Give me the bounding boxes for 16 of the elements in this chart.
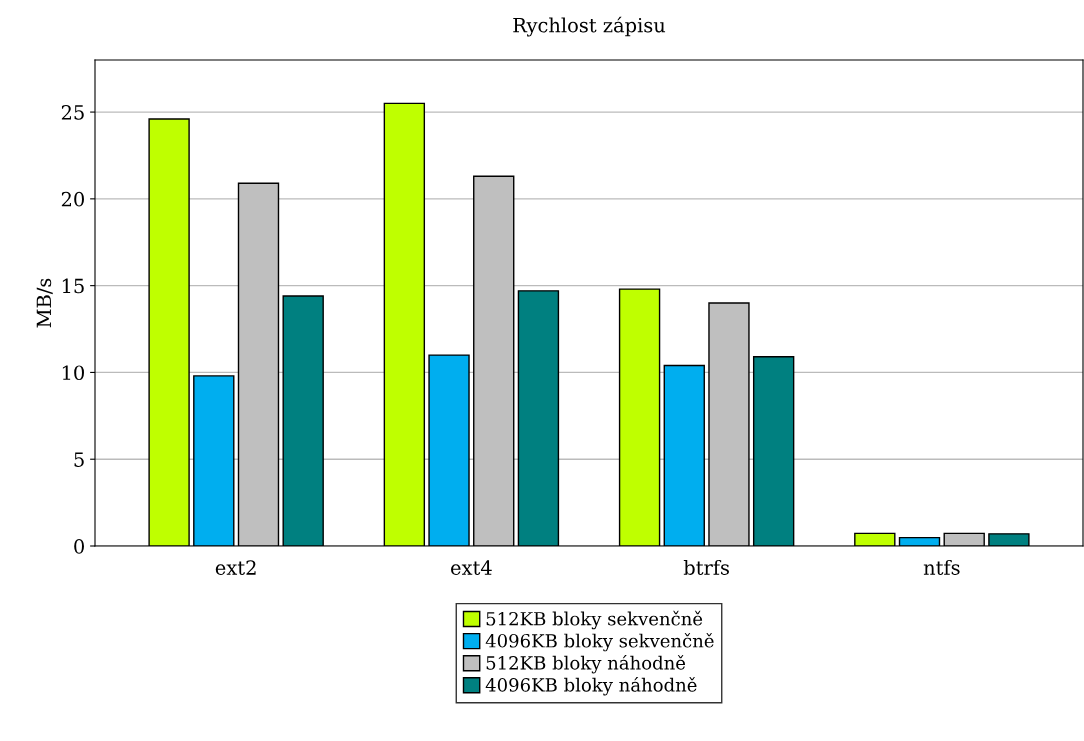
legend-label: 4096KB bloky náhodně [485,677,697,696]
y-tick-label: 5 [74,452,84,467]
y-tick-label: 20 [61,191,84,207]
legend-label: 512KB bloky sekvenčně [486,610,703,630]
y-tick-label: 10 [62,365,84,381]
chart-title: Rychlost zápisu [513,16,666,37]
y-tick-label: 25 [61,105,84,120]
x-tick-label: ntfs [923,559,960,575]
legend-label: 4096KB bloky sekvenčně [485,632,714,652]
x-tick-label: ext2 [215,560,256,575]
x-tick-label: btrfs [683,559,729,575]
y-tick-label: 15 [62,278,84,294]
legend-label: 512KB bloky náhodně [486,654,686,674]
y-tick-label: 0 [74,538,84,554]
x-tick-label: ext4 [451,560,492,575]
y-axis-title: MB/s [36,278,53,328]
